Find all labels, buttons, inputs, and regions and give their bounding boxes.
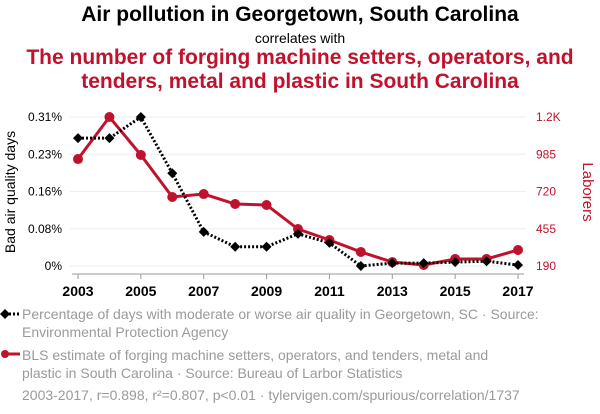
y2-tick-label: 190 <box>536 259 556 273</box>
chart-title: Air pollution in Georgetown, South Carol… <box>81 3 519 26</box>
y-tick-label: 0.31% <box>28 110 62 124</box>
chart-subtitle: correlates with <box>254 30 346 46</box>
legend-marker-series-1-diamond <box>0 309 10 319</box>
x-tick-label: 2017 <box>502 283 533 299</box>
series-2-point <box>261 199 272 210</box>
x-tick-label: 2015 <box>440 283 471 299</box>
series-1-point <box>293 228 303 239</box>
x-tick-label: 2009 <box>251 283 282 299</box>
series-2-point <box>104 112 115 122</box>
x-tick-label: 2011 <box>314 283 345 299</box>
series-2-point <box>513 244 523 255</box>
y-tick-label: 0.16% <box>28 185 62 199</box>
footer-stats: 2003-2017, r=0.898, r²=0.807, p<0.01 · t… <box>22 387 520 403</box>
legend-marker-series-2-dot <box>1 350 9 358</box>
series-1-point <box>104 133 115 144</box>
series-1-point <box>481 256 492 267</box>
y-tick-label: 0% <box>45 259 63 273</box>
x-tick-label: 2007 <box>188 283 219 299</box>
y-tick-label: 0.08% <box>28 222 62 236</box>
series-1-point <box>450 257 461 268</box>
y2-tick-label: 720 <box>536 185 556 199</box>
chart-title-secondary: The number of forging machine setters, o… <box>26 46 574 93</box>
y2-tick-label: 455 <box>536 222 556 236</box>
y2-axis-label: Laborers <box>579 162 596 221</box>
series-2-point <box>230 199 241 210</box>
series-2-point <box>73 154 83 165</box>
series-2-point <box>198 189 209 200</box>
series-1-point <box>198 226 209 237</box>
series-1-point <box>513 260 523 271</box>
y2-tick-label: 1.2K <box>536 110 561 124</box>
series-1-point <box>387 258 398 269</box>
series-2-point <box>167 191 178 202</box>
x-tick-label: 2003 <box>62 283 93 299</box>
y2-tick-label: 985 <box>536 147 556 161</box>
x-tick-label: 2013 <box>377 283 408 299</box>
series-1-point <box>135 112 146 122</box>
y-axis-label: Bad air quality days <box>2 131 18 253</box>
series-2-point <box>135 149 146 160</box>
series-1-point <box>73 133 83 144</box>
series-1-point <box>355 261 366 271</box>
series-1-point <box>230 241 241 252</box>
series-1-point <box>418 258 429 269</box>
legend-series-1: Percentage of days with moderate or wors… <box>22 306 539 340</box>
series-1-point <box>261 241 272 252</box>
x-tick-label: 2005 <box>125 283 156 299</box>
y-tick-label: 0.23% <box>28 147 62 161</box>
series-2-point <box>355 246 366 257</box>
legend-series-2: BLS estimate of forging machine setters,… <box>22 347 489 381</box>
series-1-point <box>324 237 335 248</box>
series-1-point <box>167 168 178 179</box>
